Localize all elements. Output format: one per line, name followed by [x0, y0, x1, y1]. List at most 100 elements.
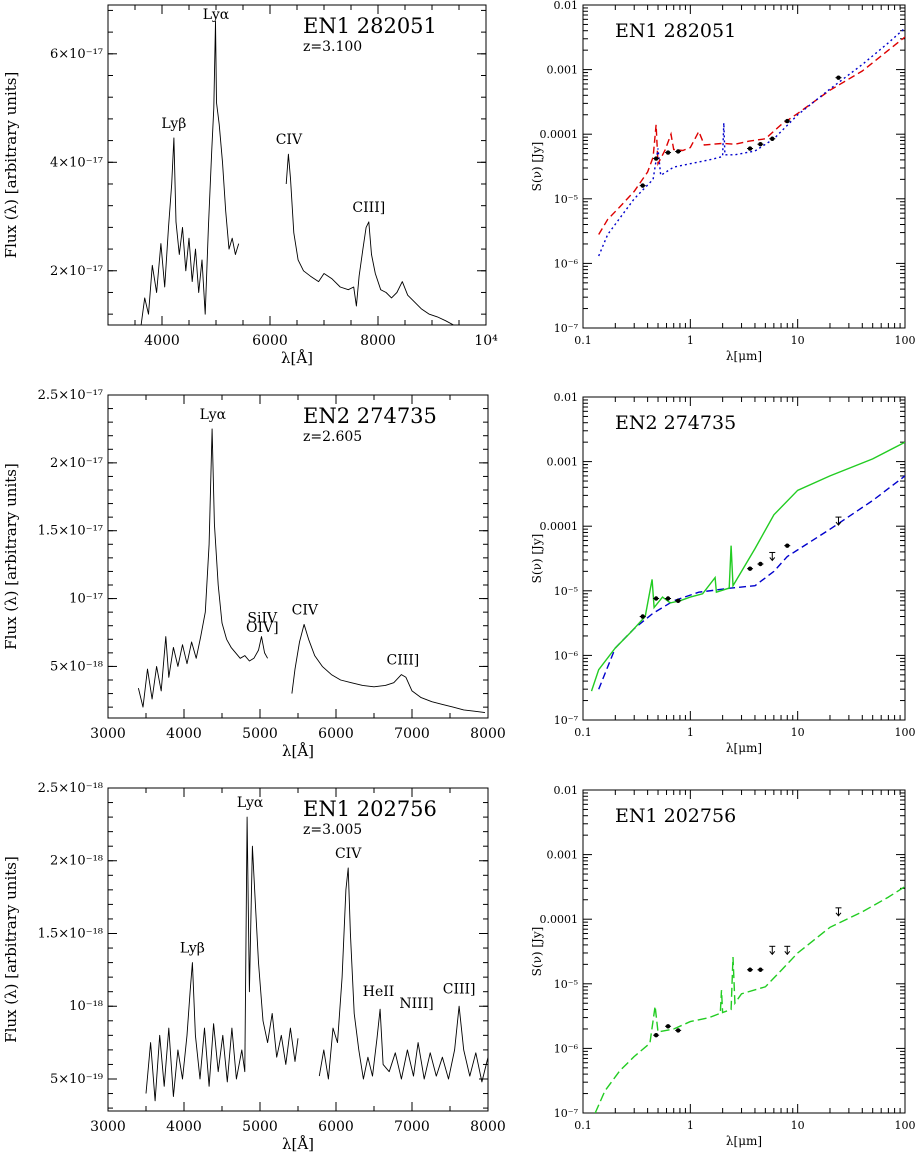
x-axis-label: λ[μm] — [726, 349, 762, 363]
data-layer — [590, 441, 905, 692]
y-tick-label: 0.001 — [547, 849, 579, 862]
emission-line-label: Lyβ — [180, 941, 205, 957]
x-tick-label: 1 — [687, 1119, 694, 1132]
emission-line-label: CIV — [335, 846, 362, 862]
x-tick-label: 10 — [791, 726, 805, 739]
y-tick-label: 10⁻¹⁸ — [69, 999, 103, 1014]
spectrum-segment-2 — [318, 867, 488, 1083]
panel-3-spectrum: 3000 4000 5000 6000 7000 8000 5×10⁻¹⁸ 10⁻¹⁷ 1.5×… — [2, 388, 506, 760]
object-title: EN2 274735 — [303, 404, 437, 428]
y-tick-label: 2×10⁻¹⁷ — [50, 264, 103, 279]
x-axis-label: λ[Å] — [282, 1135, 314, 1153]
y-axis-label: S(ν) [Jy] — [530, 927, 544, 977]
emission-line-label: CIII] — [352, 200, 385, 216]
y-tick-label: 0.0001 — [540, 128, 579, 141]
y-tick-label: 10⁻⁶ — [554, 1042, 579, 1055]
object-title: EN1 202756 — [615, 805, 736, 827]
data-layer — [137, 428, 486, 714]
emission-line-label: SiIV — [247, 611, 278, 627]
upper-limit-arrow — [835, 907, 842, 917]
x-tick-label: 5000 — [242, 726, 278, 742]
x-tick-label: 4000 — [166, 1119, 202, 1135]
x-tick-label: 10 — [791, 334, 805, 347]
y-tick-label: 2.5×10⁻¹⁸ — [38, 781, 103, 796]
y-tick-label: 0.0001 — [540, 520, 579, 533]
emission-line-label: Lyα — [200, 407, 227, 423]
x-axis-label: λ[Å] — [282, 742, 314, 760]
y-tick-label: 10⁻⁷ — [554, 714, 579, 727]
x-tick-label: 6000 — [318, 726, 354, 742]
y-axis-label: Flux (λ) [arbitrary units] — [2, 463, 20, 650]
x-tick-label: 10 — [791, 1119, 805, 1132]
y-axis-label: Flux (λ) [arbitrary units] — [2, 856, 20, 1043]
object-title: EN2 274735 — [615, 412, 736, 434]
x-tick-label: 1 — [687, 726, 694, 739]
model-sed-curve-2 — [590, 441, 905, 692]
emission-line-label: CIV — [292, 602, 319, 618]
x-tick-label: 5000 — [242, 1119, 278, 1135]
object-title: EN1 282051 — [615, 20, 736, 42]
x-tick-label: 1 — [687, 334, 694, 347]
plot-frame — [582, 789, 906, 1114]
x-tick-label: 0.1 — [574, 334, 592, 347]
data-layer — [594, 886, 905, 1113]
upper-limit-arrow — [835, 516, 842, 526]
panel-4-sed: 0.1 1 10 100 10⁻⁷ 10⁻⁶ 10⁻⁵ 0.0001 0.001 0.01 λ[μm… — [530, 391, 916, 755]
y-tick-label: 4×10⁻¹⁷ — [50, 155, 103, 170]
plot-frame — [107, 4, 487, 326]
x-tick-label: 7000 — [394, 726, 430, 742]
x-axis-label: λ[Å] — [281, 349, 313, 367]
x-axis-label: λ[μm] — [726, 741, 762, 755]
emission-line-label: OIV] — [246, 620, 279, 636]
data-layer — [140, 20, 456, 325]
plot-frame — [582, 396, 906, 721]
y-tick-label: 10⁻⁶ — [554, 649, 579, 662]
x-tick-label: 4000 — [166, 726, 202, 742]
y-axis-label: S(ν) [Jy] — [530, 142, 544, 192]
x-tick-label: 6000 — [318, 1119, 354, 1135]
object-title: EN1 202756 — [303, 797, 437, 821]
emission-line-label: CIII] — [443, 981, 476, 997]
plot-frame — [107, 787, 489, 1112]
upper-limit-arrow — [769, 945, 776, 956]
spectrum-segment-1 — [137, 428, 268, 708]
y-tick-label: 0.01 — [554, 0, 579, 12]
x-tick-label: 100 — [895, 334, 916, 347]
emission-line-label: Lyα — [203, 7, 230, 23]
emission-line-label: CIII] — [386, 653, 419, 669]
model-sed-curve-2 — [598, 27, 905, 257]
y-tick-label: 10⁻¹⁷ — [69, 592, 103, 607]
x-tick-label: 3000 — [90, 726, 126, 742]
model-sed-curve-1 — [594, 886, 905, 1113]
spectrum-segment-1 — [145, 816, 299, 1102]
emission-line-label: Lyα — [237, 795, 264, 811]
y-tick-label: 10⁻⁵ — [554, 585, 578, 598]
y-tick-label: 10⁻⁵ — [554, 978, 578, 991]
data-layer — [145, 816, 488, 1102]
model-sed-curve-1 — [598, 475, 905, 690]
model-sed-curve-1 — [598, 36, 905, 235]
redshift-label: z=3.005 — [303, 822, 362, 838]
x-tick-label: 3000 — [90, 1119, 126, 1135]
y-tick-label: 2×10⁻¹⁷ — [50, 456, 103, 471]
plot-frame — [107, 394, 489, 719]
panel-5-spectrum: 3000 4000 5000 6000 7000 8000 5×10⁻¹⁹ 10⁻¹⁸ 1.5×… — [2, 781, 506, 1153]
x-tick-label: 0.1 — [574, 726, 592, 739]
y-tick-label: 5×10⁻¹⁹ — [50, 1072, 103, 1087]
y-tick-label: 0.001 — [547, 456, 579, 469]
y-tick-label: 10⁻⁶ — [554, 257, 579, 270]
panel-2-sed: 0.1 1 10 100 10⁻⁷ 10⁻⁶ 10⁻⁵ 0.0001 0.001 0.01 λ[μm… — [530, 0, 916, 363]
plot-frame — [582, 4, 906, 329]
panel-1-spectrum: 4000 6000 8000 10⁴ 2×10⁻¹⁷ 4×10⁻¹⁷ 6×10⁻¹⁷ λ[Å]… — [2, 4, 498, 367]
y-tick-label: 10⁻⁷ — [554, 1107, 579, 1120]
y-tick-label: 0.01 — [554, 784, 579, 797]
data-layer — [598, 27, 905, 257]
y-tick-label: 10⁻⁷ — [554, 322, 579, 335]
emission-line-label: NIII] — [399, 996, 433, 1012]
x-tick-label: 8000 — [470, 1119, 506, 1135]
y-tick-label: 1.5×10⁻¹⁷ — [38, 524, 103, 539]
spectrum-segment-2 — [291, 623, 486, 714]
y-axis-label: Flux (λ) [arbitrary units] — [2, 72, 20, 259]
emission-line-label: HeII — [363, 984, 395, 1000]
